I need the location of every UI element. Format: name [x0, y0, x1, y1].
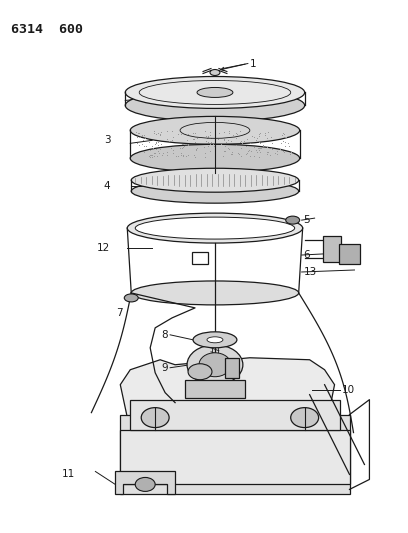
- Bar: [225, 358, 239, 378]
- Ellipse shape: [131, 281, 299, 305]
- Ellipse shape: [130, 116, 299, 144]
- Ellipse shape: [125, 77, 305, 108]
- Bar: [185, 379, 245, 398]
- Bar: [339, 244, 360, 264]
- Text: 12: 12: [97, 243, 110, 253]
- Text: 7: 7: [115, 308, 122, 318]
- Ellipse shape: [197, 87, 233, 98]
- Text: 6: 6: [304, 250, 310, 260]
- Bar: [130, 400, 339, 430]
- Ellipse shape: [135, 478, 155, 491]
- Ellipse shape: [286, 216, 299, 224]
- Ellipse shape: [131, 168, 299, 192]
- Text: 1: 1: [250, 59, 257, 69]
- Ellipse shape: [124, 294, 138, 302]
- Ellipse shape: [188, 364, 212, 379]
- Ellipse shape: [210, 69, 220, 76]
- Text: 8: 8: [162, 330, 168, 340]
- Ellipse shape: [193, 332, 237, 348]
- Ellipse shape: [199, 353, 231, 377]
- Ellipse shape: [187, 345, 243, 385]
- Text: 11: 11: [62, 470, 75, 480]
- Bar: [120, 430, 350, 484]
- Text: 5: 5: [304, 215, 310, 225]
- Ellipse shape: [130, 144, 299, 172]
- Ellipse shape: [207, 337, 223, 343]
- Polygon shape: [120, 358, 335, 470]
- Ellipse shape: [131, 179, 299, 203]
- Ellipse shape: [127, 213, 303, 243]
- Polygon shape: [115, 472, 175, 495]
- Text: 9: 9: [162, 363, 168, 373]
- Ellipse shape: [135, 217, 295, 239]
- Text: 6314  600: 6314 600: [11, 22, 83, 36]
- Bar: [192, 252, 208, 264]
- Text: 10: 10: [341, 385, 355, 394]
- Text: 3: 3: [104, 135, 110, 146]
- Ellipse shape: [291, 408, 319, 427]
- Text: 4: 4: [104, 181, 110, 191]
- Ellipse shape: [125, 90, 305, 122]
- Text: 13: 13: [304, 267, 317, 277]
- Bar: [120, 415, 350, 495]
- Ellipse shape: [141, 408, 169, 427]
- Bar: [323, 236, 341, 262]
- Text: 2: 2: [129, 91, 135, 100]
